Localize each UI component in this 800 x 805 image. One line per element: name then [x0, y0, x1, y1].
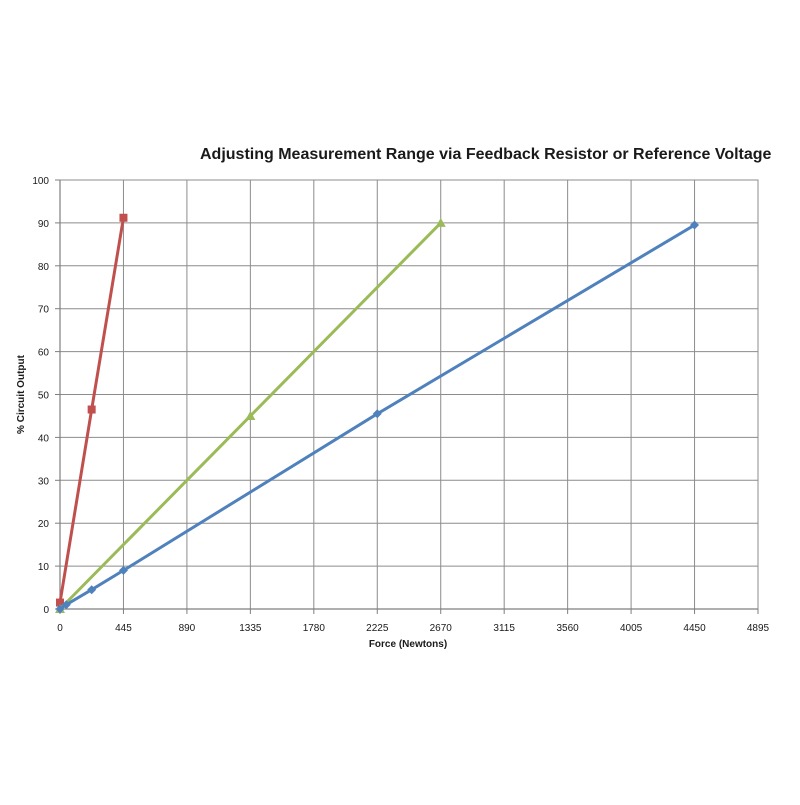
y-tick-label: 20 — [38, 519, 50, 530]
x-tick-label: 0 — [57, 623, 63, 634]
x-tick-label: 2225 — [366, 623, 389, 634]
y-tick-label: 0 — [43, 605, 49, 616]
x-tick-label: 3560 — [557, 623, 580, 634]
y-tick-label: 40 — [38, 433, 50, 444]
y-tick-label: 90 — [38, 219, 50, 230]
y-axis-title: % Circuit Output — [16, 354, 27, 434]
x-tick-label: 3115 — [493, 623, 515, 634]
data-point-square — [119, 213, 128, 222]
y-tick-label: 100 — [32, 176, 49, 187]
x-tick-label: 1335 — [239, 623, 262, 634]
data-point-diamond — [372, 409, 382, 419]
y-tick-label: 70 — [38, 305, 50, 316]
x-axis-title: Force (Newtons) — [369, 639, 447, 650]
x-tick-label: 2670 — [430, 623, 453, 634]
x-tick-label: 4895 — [747, 623, 770, 634]
x-tick-label: 4005 — [620, 623, 643, 634]
data-point-triangle — [245, 410, 256, 420]
x-tick-label: 890 — [179, 623, 196, 634]
data-point-square — [56, 598, 64, 607]
x-tick-label: 4450 — [683, 623, 706, 634]
data-point-diamond — [87, 585, 97, 595]
data-point-diamond — [690, 220, 700, 230]
data-point-diamond — [55, 604, 65, 614]
y-tick-label: 80 — [38, 262, 50, 273]
data-point-square — [87, 405, 96, 414]
data-point-triangle — [435, 217, 446, 227]
data-point-diamond — [61, 600, 71, 610]
y-tick-label: 60 — [38, 348, 50, 359]
y-tick-label: 10 — [38, 562, 50, 573]
y-tick-label: 50 — [38, 391, 50, 402]
y-tick-label: 30 — [38, 476, 50, 487]
x-tick-label: 1780 — [303, 623, 326, 634]
x-tick-label: 445 — [115, 623, 132, 634]
chart-title: Adjusting Measurement Range via Feedback… — [200, 146, 772, 163]
data-point-diamond — [118, 565, 128, 575]
